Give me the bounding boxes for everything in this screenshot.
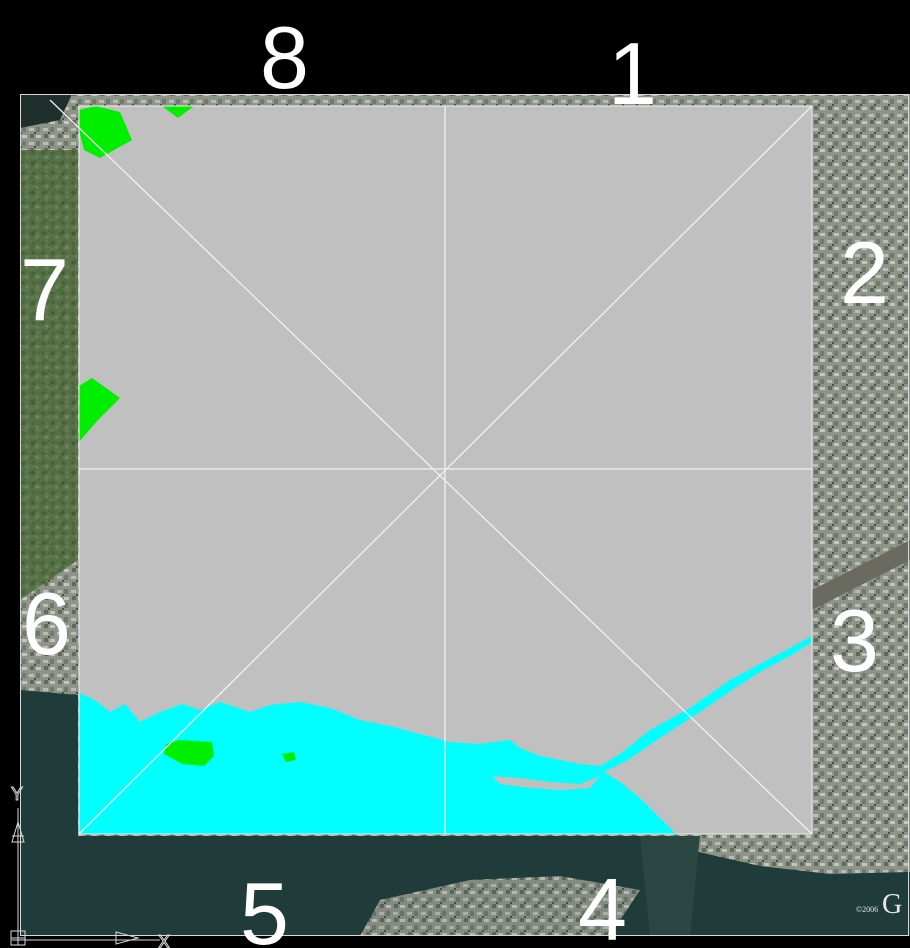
sector-label-5: 5 xyxy=(240,864,289,948)
sector-label-6: 6 xyxy=(22,574,71,673)
water-area[interactable] xyxy=(79,636,812,834)
sector-grid xyxy=(49,99,813,835)
drawing-frame xyxy=(20,94,909,936)
study-area-outline xyxy=(78,105,813,835)
imagery-attribution: ©2006 G xyxy=(856,889,902,920)
sector-labels: 1 2 3 4 5 6 7 8 xyxy=(20,8,889,948)
ucs-x-arrow-icon xyxy=(115,931,140,945)
sand-bar xyxy=(492,776,600,790)
vegetation-patch-west[interactable] xyxy=(79,378,120,442)
sector-label-7: 7 xyxy=(20,240,69,339)
brand-letter: G xyxy=(882,889,902,920)
sector-label-8: 8 xyxy=(260,8,309,107)
sector-label-1: 1 xyxy=(608,24,657,123)
sector-label-3: 3 xyxy=(830,591,879,690)
ucs-x-label: X xyxy=(158,932,170,948)
ucs-y-arrow-icon xyxy=(11,820,25,843)
ucs-icon: Y X xyxy=(10,784,171,948)
vegetation-islet[interactable] xyxy=(282,752,296,762)
grid-line-diagonal-ne-sw xyxy=(78,105,813,835)
grid-line-diagonal-nw-se xyxy=(49,99,813,835)
sector-label-2: 2 xyxy=(840,223,889,322)
sector-label-4: 4 xyxy=(578,860,627,948)
copyright-text: ©2006 xyxy=(856,905,878,914)
vegetation-island[interactable] xyxy=(164,740,214,766)
vegetation-patch-northwest[interactable] xyxy=(79,106,132,158)
ucs-y-label: Y xyxy=(11,784,23,804)
vegetation-patch-north[interactable] xyxy=(162,106,194,118)
